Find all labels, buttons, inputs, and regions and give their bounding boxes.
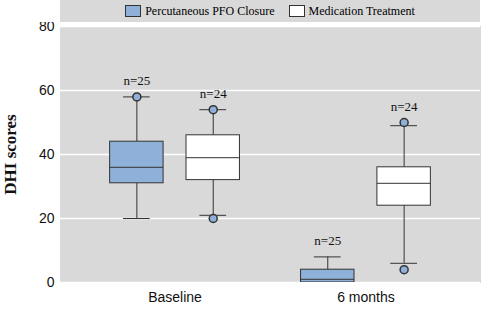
svg-text:DHI scores: DHI scores xyxy=(1,114,20,195)
svg-text:n=24: n=24 xyxy=(200,86,227,101)
svg-text:Baseline: Baseline xyxy=(148,289,202,305)
svg-text:n=25: n=25 xyxy=(123,73,150,88)
html-text:Medication Treatment: Medication Treatment xyxy=(308,3,415,18)
svg-text:n=24: n=24 xyxy=(391,99,418,114)
svg-text:20: 20 xyxy=(39,210,55,226)
svg-text:0: 0 xyxy=(47,274,55,290)
svg-text:80: 80 xyxy=(39,22,55,34)
svg-text:40: 40 xyxy=(39,146,55,162)
svg-text:60: 60 xyxy=(39,82,55,98)
svg-text:6 months: 6 months xyxy=(337,289,395,305)
svg-text:n=25: n=25 xyxy=(314,233,341,248)
html-text:Percutaneous PFO Closure: Percutaneous PFO Closure xyxy=(145,3,275,18)
